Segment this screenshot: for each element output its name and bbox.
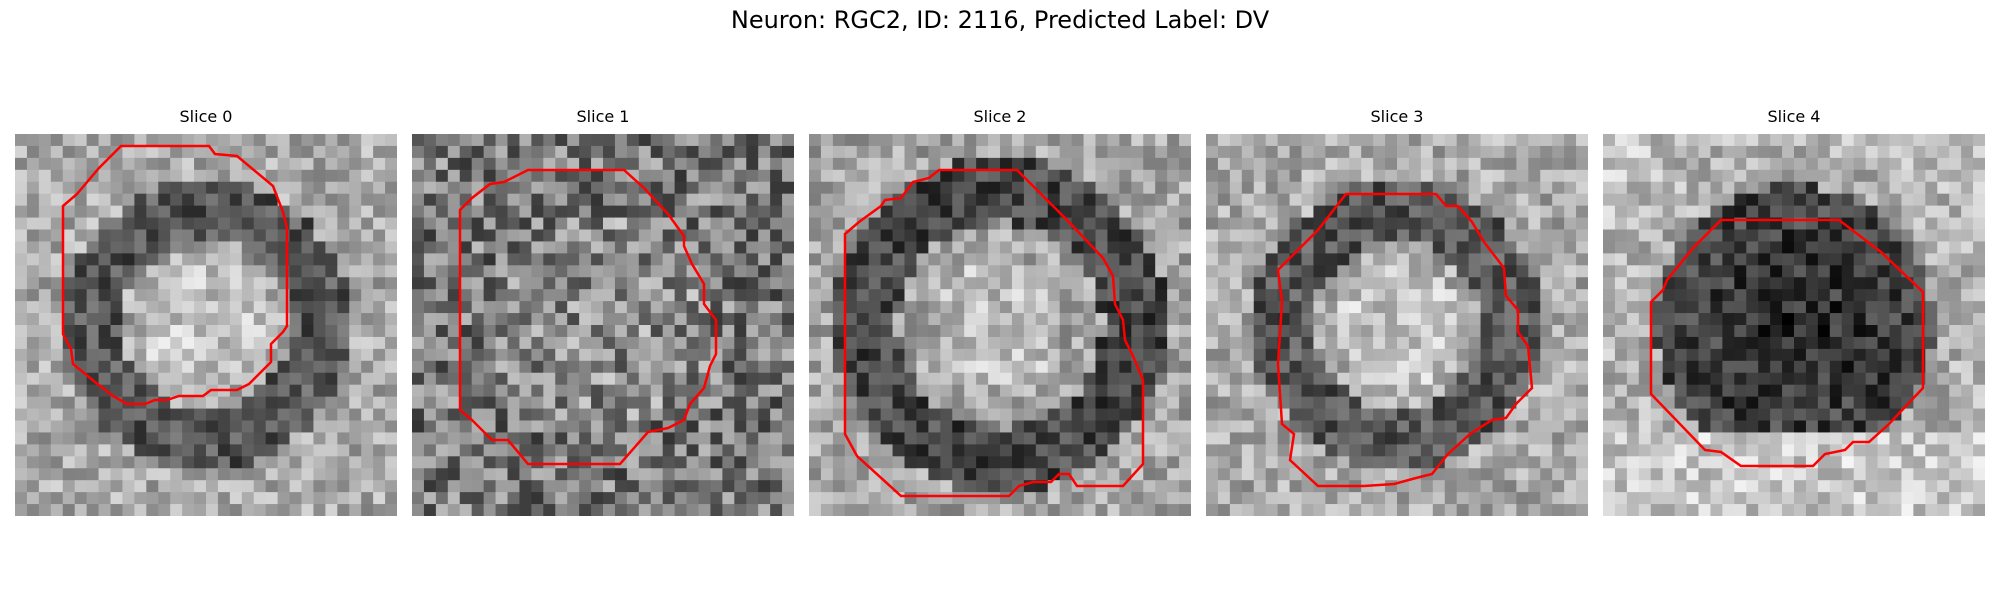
red-contour-outline: [843, 168, 1145, 498]
slice-title-4: Slice 4: [1767, 107, 1821, 126]
figure-title: Neuron: RGC2, ID: 2116, Predicted Label:…: [730, 6, 1270, 34]
grayscale-pixels-3: [1206, 134, 1588, 516]
slice-image-2: [809, 134, 1191, 516]
slice-title-0: Slice 0: [179, 107, 233, 126]
slice-image-1: [412, 134, 794, 516]
grayscale-pixels-4: [1603, 134, 1985, 516]
slice-title-2: Slice 2: [973, 107, 1027, 126]
grayscale-pixels-1: [412, 134, 794, 516]
red-contour-outline: [458, 168, 718, 466]
slice-image-4: [1603, 134, 1985, 516]
red-contour-outline: [1276, 192, 1534, 488]
slice-panel-3: Slice 3: [1206, 104, 1588, 516]
slice-panel-0: Slice 0: [15, 104, 397, 516]
slice-title-3: Slice 3: [1370, 107, 1424, 126]
grayscale-pixels-2: [809, 134, 1191, 516]
red-contour-outline: [61, 144, 289, 406]
red-contour-outline: [1649, 218, 1925, 468]
slice-panel-4: Slice 4: [1603, 104, 1985, 516]
slice-panel-2: Slice 2: [809, 104, 1191, 516]
slice-panel-1: Slice 1: [412, 104, 794, 516]
slice-image-0: [15, 134, 397, 516]
slice-title-1: Slice 1: [576, 107, 630, 126]
grayscale-pixels-0: [15, 134, 397, 516]
slice-image-3: [1206, 134, 1588, 516]
